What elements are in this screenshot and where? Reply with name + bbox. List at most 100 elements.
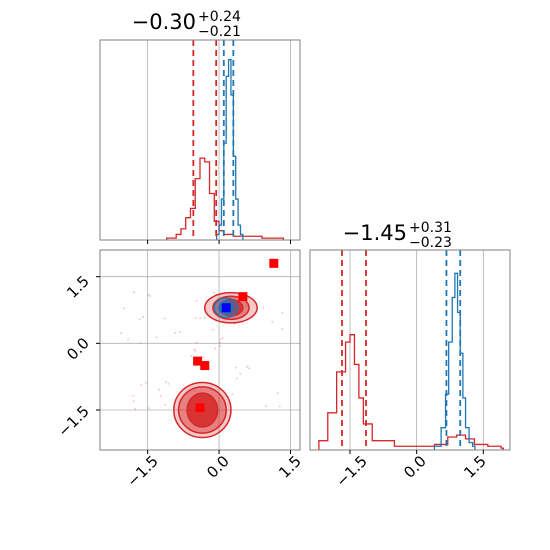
x-tick-label-bottom-right-2: 1.5 <box>460 452 490 482</box>
scatter-dot-8 <box>233 307 236 310</box>
y-tick-label-bottom-left-0: 1.5 <box>63 272 93 302</box>
title-bottom-right-sub: −0.23 <box>409 235 452 251</box>
title-bottom-right-center: −1.45 <box>343 221 407 245</box>
scatter-dot-55 <box>158 388 161 391</box>
scatter-dot-29 <box>234 366 237 369</box>
quantile-lines-bottom-right <box>341 250 462 450</box>
scatter-dot-40 <box>213 291 216 294</box>
scatter-dot-17 <box>194 316 197 319</box>
panel-bottom-right-histogram: −1.45 +0.31 −0.23 −1.5 0.0 1.5 <box>309 220 511 491</box>
frame-top-left <box>99 39 301 241</box>
scatter-dot-22 <box>159 395 162 398</box>
scatter-dot-27 <box>195 299 198 302</box>
tickmarks-bottom-left <box>96 276 291 454</box>
title-top-left-sup: +0.24 <box>198 9 241 25</box>
scatter-dot-26 <box>142 315 145 318</box>
scatter-dot-36 <box>164 380 167 383</box>
title-bottom-right-sup: +0.31 <box>409 220 452 236</box>
scatter-dot-20 <box>178 331 181 334</box>
bottom-right-hist-series-1 <box>433 272 476 450</box>
scatter-dot-50 <box>140 384 143 387</box>
title-top-left-center: −0.30 <box>132 10 196 34</box>
contours-bottom-left <box>173 291 258 439</box>
scatter-dot-43 <box>235 377 238 380</box>
scatter-dot-44 <box>164 403 167 406</box>
scatter-dot-39 <box>246 365 249 368</box>
scatter-dot-28 <box>127 338 130 341</box>
panel-top-left-histogram: −0.30 +0.24 −0.21 <box>99 9 301 244</box>
scatter-dot-53 <box>239 372 242 375</box>
scatter-dot-9 <box>214 347 217 350</box>
title-top-left-sub: −0.21 <box>198 24 241 40</box>
scatter-dot-37 <box>264 405 267 408</box>
markers-bottom-left <box>193 258 279 413</box>
scatter-dot-38 <box>276 392 279 395</box>
red-marker-4 <box>195 403 205 413</box>
scatter-dot-30 <box>281 327 284 330</box>
scatter-dot-48 <box>196 393 199 396</box>
scatter-dot-47 <box>134 407 137 410</box>
scatter-dot-0 <box>202 356 205 359</box>
scatter-dot-49 <box>218 345 221 348</box>
scatter-dot-16 <box>147 407 150 410</box>
scatter-dot-23 <box>199 317 202 320</box>
scatter-dot-45 <box>120 332 123 335</box>
y-tick-label-bottom-left-1: 0.0 <box>63 334 93 364</box>
scatter-dot-57 <box>132 291 135 294</box>
frame-bottom-right <box>309 249 511 451</box>
panel-bottom-left-scatter: −1.5 0.0 1.5 1.5 0.0 −1.5 <box>54 249 305 491</box>
scatter-dot-2 <box>194 349 197 352</box>
scatter-dot-35 <box>245 304 248 307</box>
top-left-hist-series-0 <box>166 157 284 240</box>
scatter-dot-4 <box>219 338 222 341</box>
frame-bottom-left <box>99 249 301 451</box>
top-left-hist-series-1 <box>216 58 244 240</box>
red-marker-0 <box>269 258 279 268</box>
scatter-dot-51 <box>271 320 274 323</box>
histograms-bottom-right <box>318 272 504 450</box>
scatter-dot-18 <box>211 328 214 331</box>
scatter-dot-6 <box>230 298 233 301</box>
scatter-dot-42 <box>155 336 158 339</box>
red-marker-1 <box>238 292 248 302</box>
scatter-dot-59 <box>262 306 265 309</box>
red-marker-2 <box>193 356 203 366</box>
x-tick-label-bottom-left-0: −1.5 <box>123 452 161 490</box>
scatter-dot-13 <box>281 311 284 314</box>
y-tick-label-bottom-left-2: −1.5 <box>54 402 92 440</box>
scatter-dot-3 <box>132 394 135 397</box>
tickmarks-bottom-right <box>349 450 484 454</box>
scatter-dot-19 <box>145 381 148 384</box>
histograms-top-left <box>166 58 284 240</box>
scatter-dot-24 <box>221 337 224 340</box>
scatter-dot-52 <box>123 307 126 310</box>
scatter-dot-1 <box>138 318 141 321</box>
scatter-dot-58 <box>210 388 213 391</box>
scatter-dot-46 <box>218 341 221 344</box>
red-marker-3 <box>200 361 210 371</box>
x-tick-label-bottom-right-0: −1.5 <box>332 452 370 490</box>
scatter-dot-12 <box>139 342 142 345</box>
scatter-dot-34 <box>163 317 166 320</box>
scatter-dot-56 <box>147 293 150 296</box>
scatter-dot-21 <box>132 400 135 403</box>
bottom-right-hist-series-0 <box>318 334 504 450</box>
grid-bottom-right <box>349 250 484 450</box>
scatter-dot-31 <box>193 348 196 351</box>
scatter-dot-41 <box>174 331 177 334</box>
scatter-dot-10 <box>148 295 151 298</box>
scatter-dot-32 <box>193 389 196 392</box>
x-tick-label-bottom-left-2: 1.5 <box>275 452 305 482</box>
tickmarks-top-left <box>147 240 291 244</box>
blue-marker-0 <box>221 303 231 313</box>
scatter-dots-bottom-left <box>120 291 284 410</box>
quantile-lines-top-left <box>192 40 235 240</box>
scatter-dot-5 <box>167 382 170 385</box>
grid-bottom-left <box>100 250 300 450</box>
scatter-dot-15 <box>233 322 236 325</box>
x-tick-label-bottom-left-1: 0.0 <box>203 452 233 482</box>
scatter-dot-54 <box>231 393 234 396</box>
grid-top-left <box>147 40 291 240</box>
x-tick-label-bottom-right-1: 0.0 <box>400 452 430 482</box>
